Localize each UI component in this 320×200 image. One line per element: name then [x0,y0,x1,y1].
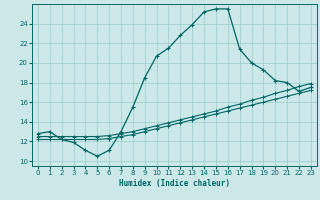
X-axis label: Humidex (Indice chaleur): Humidex (Indice chaleur) [119,179,230,188]
